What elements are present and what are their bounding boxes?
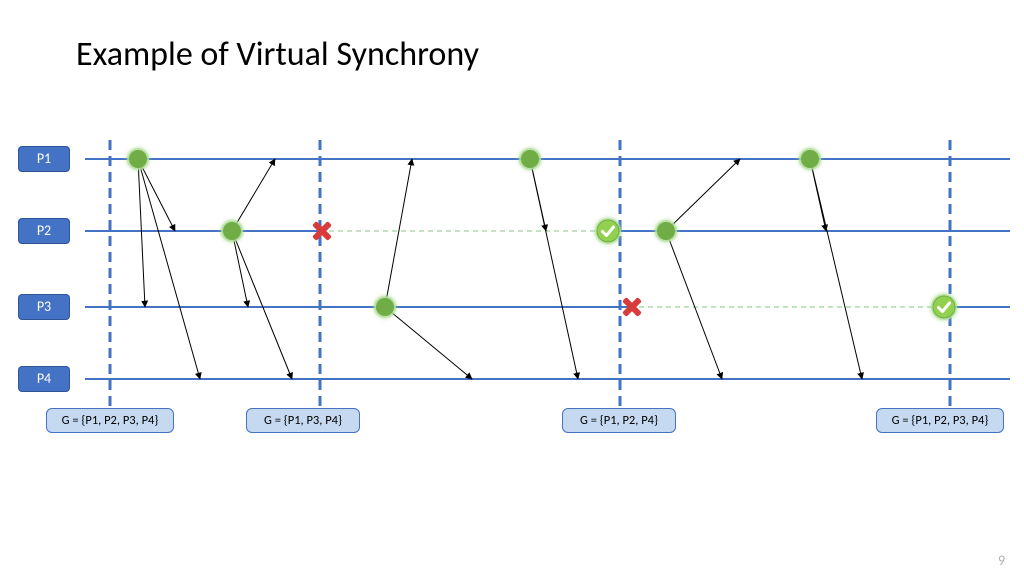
group-membership-label: G = {P1, P2, P3, P4} [46, 408, 174, 433]
process-label-p2: P2 [18, 218, 70, 244]
group-membership-label: G = {P1, P3, P4} [246, 408, 360, 433]
process-label-p4: P4 [18, 366, 70, 392]
process-label-p1: P1 [18, 146, 70, 172]
process-label-p3: P3 [18, 294, 70, 320]
group-membership-label: G = {P1, P2, P3, P4} [876, 408, 1004, 433]
diagram-canvas [0, 0, 1024, 576]
group-membership-label: G = {P1, P2, P4} [562, 408, 676, 433]
